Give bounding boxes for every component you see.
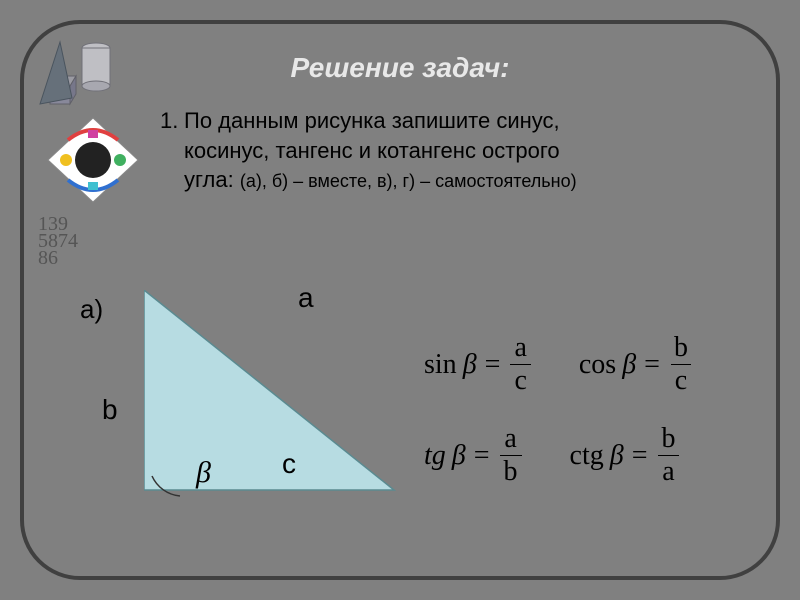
- sin-formula: sin β = a c: [424, 334, 531, 395]
- task-line3b: (а), б) – вместе, в), г) – самостоятельн…: [240, 171, 577, 191]
- ctg-eq: =: [632, 440, 648, 472]
- page-title: Решение задач:: [24, 52, 776, 84]
- ctg-num: b: [658, 425, 680, 455]
- cos-formula: cos β = b c: [579, 334, 692, 395]
- tg-eq: =: [474, 440, 490, 472]
- tg-fn: tg: [424, 440, 446, 472]
- sin-fraction: a c: [510, 334, 530, 395]
- ctg-den: a: [658, 455, 678, 486]
- formulas-block: sin β = a c cos β = b c tg β: [424, 334, 692, 516]
- rounded-frame: Решение задач: 1. По данным рисунка запи…: [20, 20, 780, 580]
- side-a-label: a: [298, 282, 314, 314]
- tg-den: b: [500, 455, 522, 486]
- tg-num: a: [500, 425, 520, 455]
- ctg-beta: β: [610, 440, 624, 472]
- sin-beta: β: [463, 349, 477, 381]
- cos-fraction: b c: [670, 334, 692, 395]
- cos-fn: cos: [579, 349, 616, 381]
- cos-eq: =: [644, 349, 660, 381]
- side-c-label: c: [282, 448, 296, 480]
- ctg-fn: ctg: [570, 440, 604, 472]
- tg-formula: tg β = a b: [424, 425, 522, 486]
- sin-eq: =: [485, 349, 501, 381]
- task-number: 1.: [160, 106, 178, 136]
- numbers-decoration: 139 5874 86: [38, 216, 78, 267]
- tg-fraction: a b: [500, 425, 522, 486]
- task-line1: По данным рисунка запишите синус,: [184, 108, 560, 133]
- sin-num: a: [510, 334, 530, 364]
- angle-beta-label: β: [196, 456, 211, 490]
- subtask-label: а): [80, 294, 103, 325]
- ctg-formula: ctg β = b a: [570, 425, 680, 486]
- ctg-fraction: b a: [658, 425, 680, 486]
- geometric-shapes-icon: [38, 38, 118, 108]
- task-line3a: угла:: [184, 167, 234, 192]
- formula-row-1: sin β = a c cos β = b c: [424, 334, 692, 395]
- cos-beta: β: [622, 349, 636, 381]
- triangle-shape: [144, 290, 394, 490]
- side-b-label: b: [102, 394, 118, 426]
- formula-row-2: tg β = a b ctg β = b a: [424, 425, 692, 486]
- task-line2: косинус, тангенс и котангенс острого: [184, 138, 560, 163]
- tg-beta: β: [452, 440, 466, 472]
- deco-num-3: 86: [38, 250, 78, 267]
- sin-fn: sin: [424, 349, 457, 381]
- task-paragraph: 1. По данным рисунка запишите синус, кос…: [184, 106, 726, 195]
- cos-num: b: [670, 334, 692, 364]
- sin-den: c: [510, 364, 530, 395]
- right-triangle-diagram: [144, 290, 404, 500]
- abstract-art-icon: [38, 110, 148, 210]
- cos-den: c: [671, 364, 691, 395]
